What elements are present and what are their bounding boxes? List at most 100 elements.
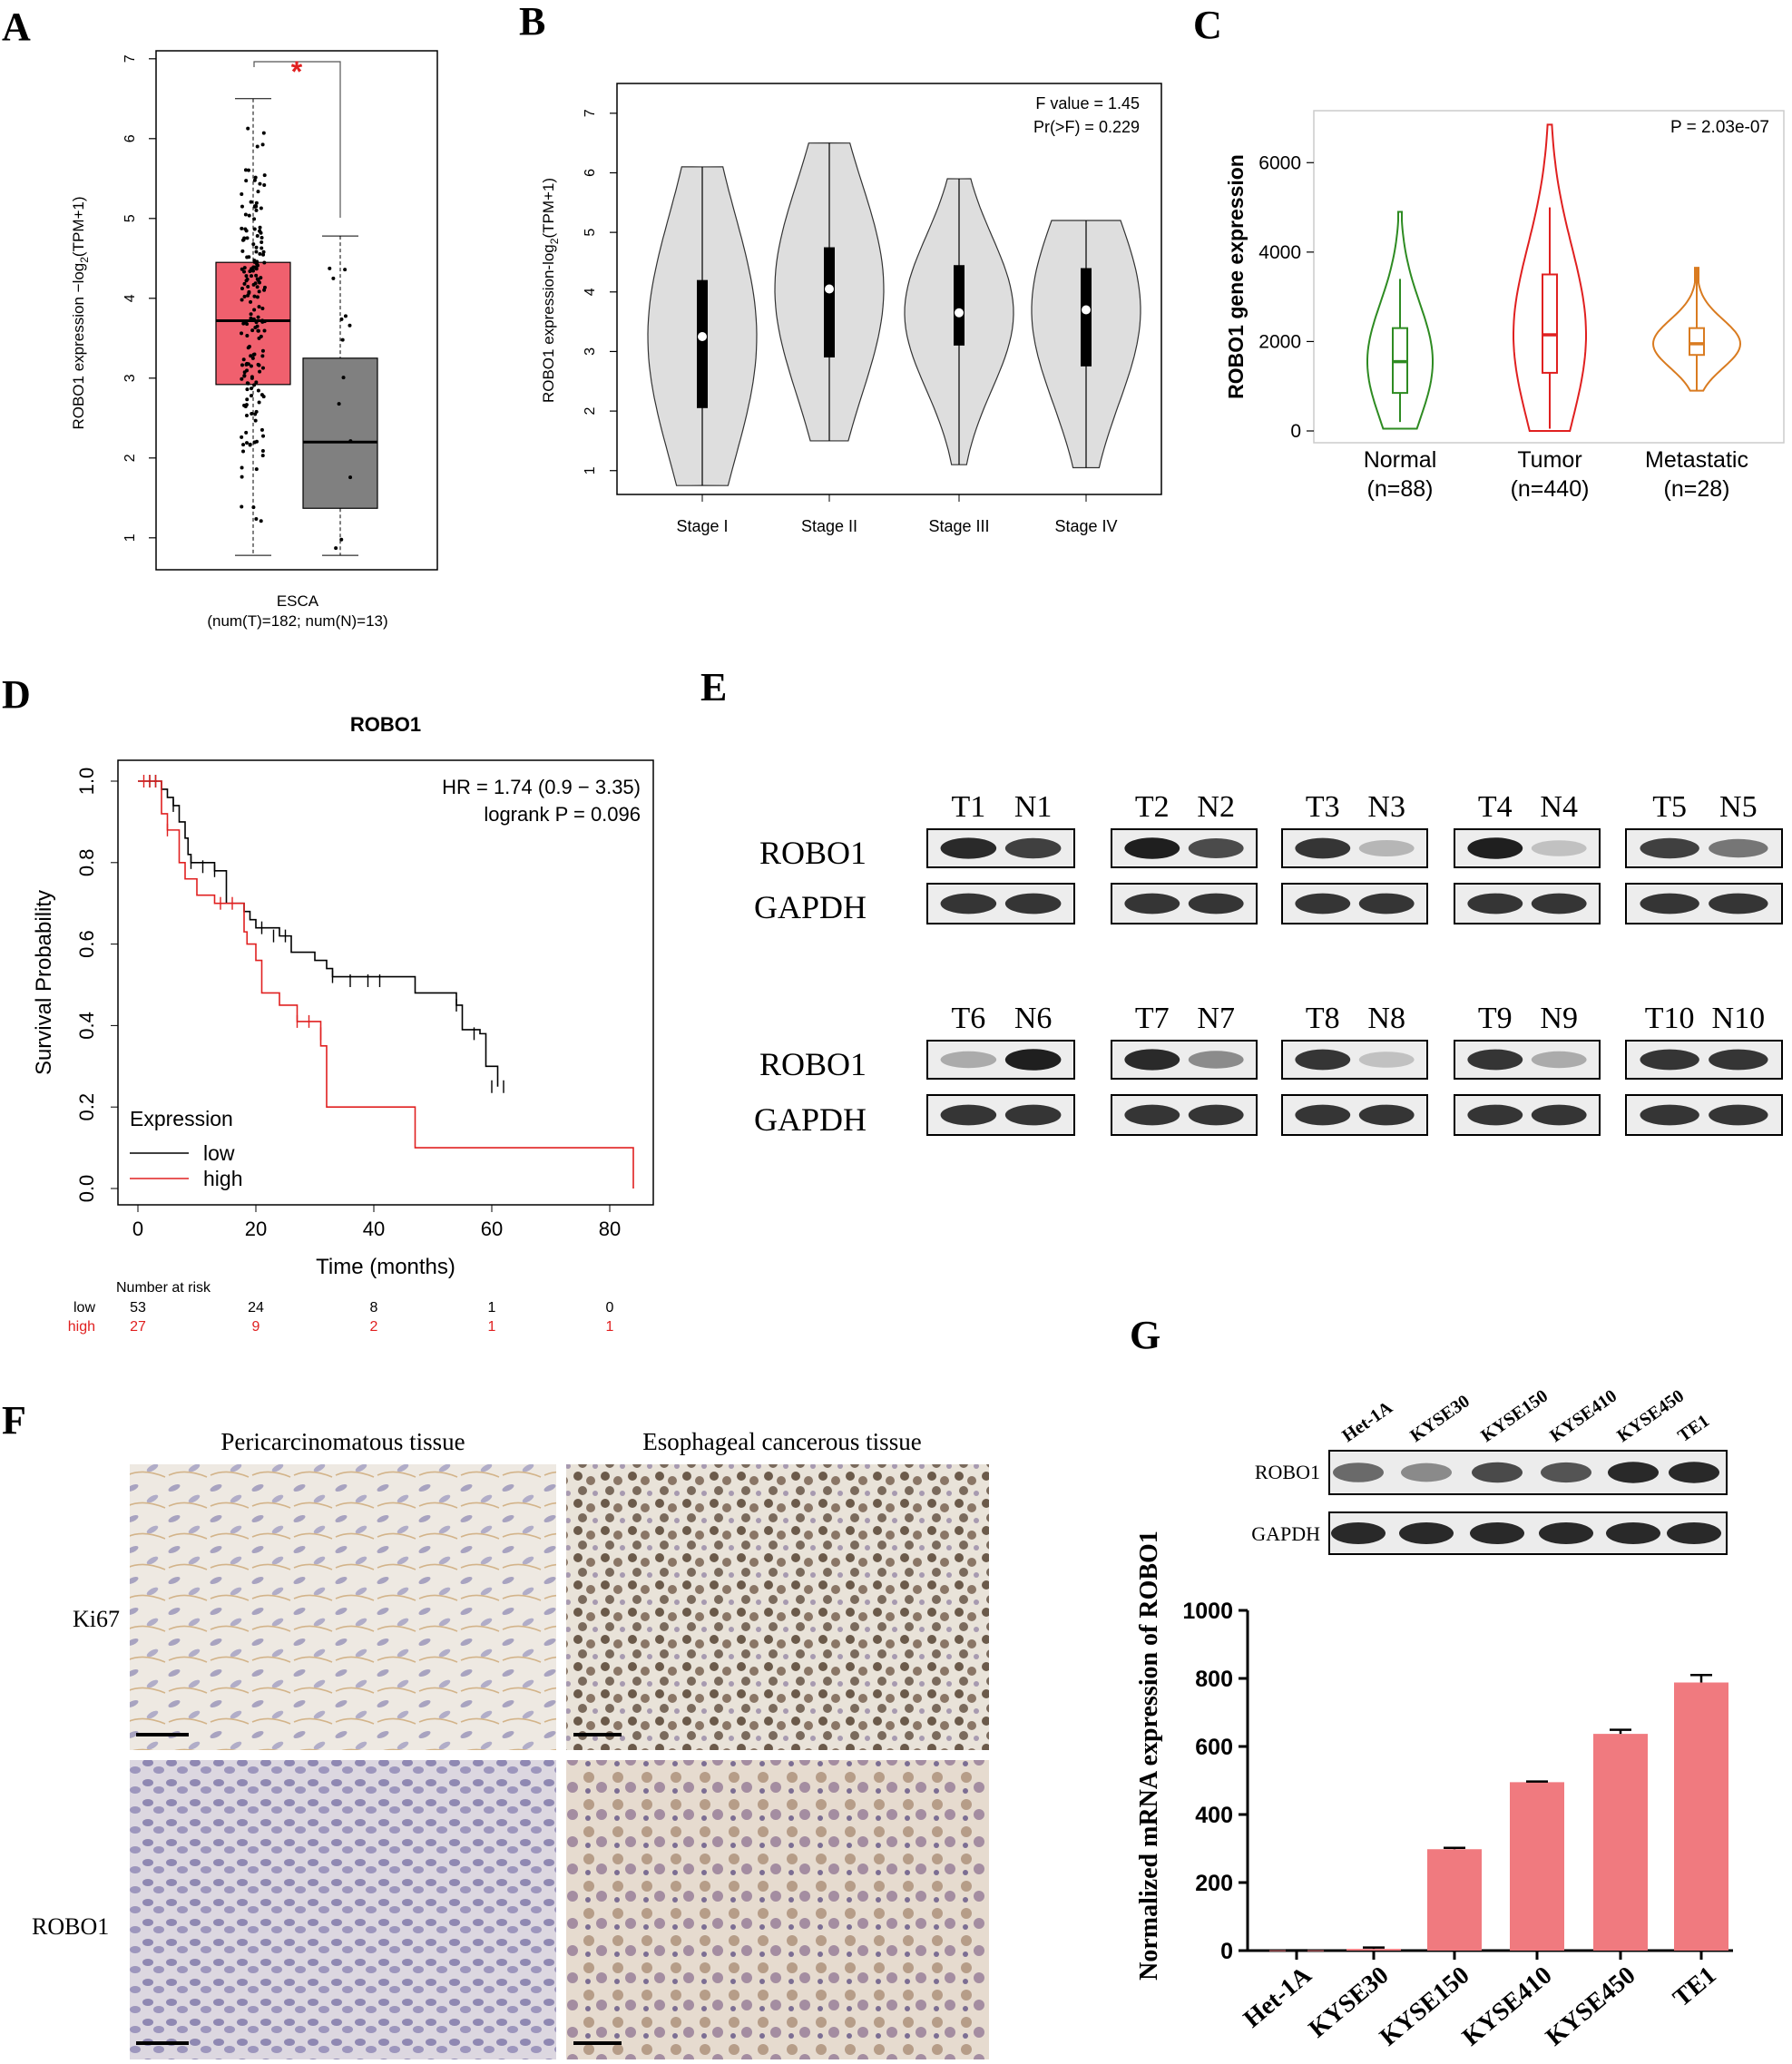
panel-b-frame <box>616 83 1162 495</box>
panel-e-robo1-band <box>1640 1049 1699 1071</box>
panel-a-point-tumor <box>247 289 251 294</box>
panel-d-risk-table: 53 24 8 1 0 27 9 2 1 1 <box>130 1300 613 1335</box>
panel-d-logrank: logrank P = 0.096 <box>484 803 641 826</box>
panel-a-point-tumor <box>254 267 259 271</box>
panel-a-point-tumor <box>240 504 244 509</box>
panel-g-gapdh-band <box>1331 1522 1386 1544</box>
panel-a-point-tumor <box>255 144 259 149</box>
panel-g-robo1-blot <box>1328 1450 1728 1495</box>
panel-e-gapdh-band <box>1124 893 1180 915</box>
panel-a-point-tumor <box>246 126 250 131</box>
panel-a-point-tumor <box>242 266 247 270</box>
panel-e-row1-label-bottom: ROBO1 <box>759 1046 867 1082</box>
panel-a-point-tumor <box>245 441 250 445</box>
panel-a-point-tumor <box>247 168 251 172</box>
panel-b-violin-median <box>825 284 834 294</box>
panel-a-point-tumor <box>259 276 263 280</box>
panel-b-violin-median <box>1082 305 1091 315</box>
panel-c-ytick-label: 6000 <box>1258 152 1301 173</box>
panel-e-lane-label: N7 <box>1197 1002 1235 1035</box>
panel-a-ytick-label: 5 <box>122 214 138 222</box>
panel-a-point-tumor <box>241 321 246 326</box>
panel-e-robo1-band <box>1709 838 1768 858</box>
panel-a-point-tumor <box>246 362 250 367</box>
panel-a-point-tumor <box>251 242 256 247</box>
panel-g-gapdh-band <box>1399 1522 1454 1544</box>
panel-e-gapdh-band <box>1531 893 1587 915</box>
panel-a-point-normal <box>331 276 336 280</box>
panel-a-point-tumor <box>250 386 254 391</box>
panel-e-robo1-band <box>1467 1049 1523 1071</box>
panel-a-point-tumor <box>254 249 259 254</box>
panel-a-point-tumor <box>242 373 247 377</box>
panel-c-ytick-label: 4000 <box>1258 242 1301 263</box>
panel-g-gapdh-band <box>1539 1522 1593 1544</box>
panel-a-point-tumor <box>245 387 250 392</box>
panel-e-lane-label: T9 <box>1478 1002 1513 1035</box>
panel-a-point-tumor <box>242 281 247 286</box>
panel-g-robo1-band <box>1669 1462 1719 1483</box>
panel-e-lane-label: T8 <box>1306 1002 1340 1035</box>
panel-g-gapdh-band <box>1667 1522 1721 1544</box>
panel-b-violin-iqr <box>1081 268 1092 367</box>
panel-a-point-tumor <box>261 131 266 135</box>
panel-c-violin-tumor <box>1513 123 1587 432</box>
panel-c: C 0 2000 4000 6000 Normal (n=88) Tumor (n=440)… <box>1193 3 1785 502</box>
panel-a-point-tumor <box>246 285 250 289</box>
panel-a-point-tumor <box>240 331 244 336</box>
panel-g-ytick-label: 1000 <box>1182 1599 1233 1624</box>
panel-g-robo1-band <box>1541 1462 1591 1483</box>
panel-e-letter: E <box>700 665 727 709</box>
panel-e-lane-label: N10 <box>1712 1002 1766 1035</box>
panel-d-ytick-label: 0.4 <box>75 1012 98 1040</box>
panel-d-axes: 0 20 40 60 80 0.0 0.2 0.4 0.6 0.8 1.0 <box>75 768 621 1240</box>
panel-d-risk-high-value: 9 <box>252 1319 260 1335</box>
panel-g-xtick-label: KYSE450 <box>1541 1961 1641 2052</box>
panel-c-frame <box>1313 110 1785 444</box>
panel-a-point-tumor <box>260 142 265 147</box>
panel-a-point-tumor <box>260 366 265 370</box>
panel-a-sig-star: * <box>291 55 303 88</box>
panel-b-xtick-label: Stage I <box>676 517 728 535</box>
panel-g-blot-row1: ROBO1 <box>1255 1461 1320 1483</box>
panel-d-risk-low-value: 1 <box>488 1300 496 1316</box>
panel-a-point-tumor <box>249 200 253 204</box>
panel-e-gapdh-band <box>1531 1104 1587 1126</box>
panel-a-point-tumor <box>259 334 263 338</box>
panel-d-xtick-label: 80 <box>599 1218 621 1240</box>
panel-a-point-tumor <box>254 204 259 209</box>
panel-c-violin-normal <box>1366 210 1434 430</box>
panel-f-ihc-ki67-normal <box>130 1464 556 1750</box>
panel-a-ylabel: ROBO1 expression −log2(TPM+1) <box>70 196 91 429</box>
panel-g-ytick-label: 200 <box>1195 1871 1233 1896</box>
panel-a-point-tumor <box>259 240 264 245</box>
panel-a-point-normal <box>337 402 341 406</box>
panel-a-point-tumor <box>259 246 264 250</box>
panel-a-sig-bracket <box>253 61 341 218</box>
panel-g-robo1-band <box>1333 1462 1384 1482</box>
panel-d-xtick-label: 40 <box>363 1218 385 1240</box>
panel-e-gapdh-band <box>1358 1104 1415 1126</box>
panel-a: A 1 2 3 4 5 6 7 * ROBO1 expression −log2(TPM+1… <box>2 5 438 630</box>
panel-e-gapdh-band <box>1467 893 1523 915</box>
panel-a-point-tumor <box>243 212 248 217</box>
panel-e-robo1-band <box>1295 837 1351 859</box>
panel-a-ytick-label: 6 <box>122 134 138 142</box>
panel-d-ylabel: Survival Probability <box>32 890 56 1075</box>
panel-e-lane-label: T10 <box>1645 1002 1695 1035</box>
panel-a-point-tumor <box>249 316 253 320</box>
panel-d-ytick-label: 0.2 <box>75 1093 98 1121</box>
panel-a-point-tumor <box>252 383 257 387</box>
panel-g-xtick-label: TE1 <box>1668 1961 1721 2013</box>
panel-b-yaxis: 1 2 3 4 5 6 7 <box>583 109 617 474</box>
panel-a-point-tumor <box>254 467 259 472</box>
panel-c-group-n: (n=88) <box>1367 476 1434 502</box>
panel-g-blots <box>1328 1450 1728 1555</box>
panel-g-bar-kyse410 <box>1510 1782 1564 1951</box>
panel-b-ytick-label: 7 <box>583 109 598 117</box>
panel-e-robo1-band <box>1004 1049 1062 1071</box>
panel-e-lane-label: N5 <box>1719 790 1758 824</box>
panel-e-gapdh-band <box>1358 893 1415 915</box>
panel-c-group-n: (n=440) <box>1511 476 1590 502</box>
